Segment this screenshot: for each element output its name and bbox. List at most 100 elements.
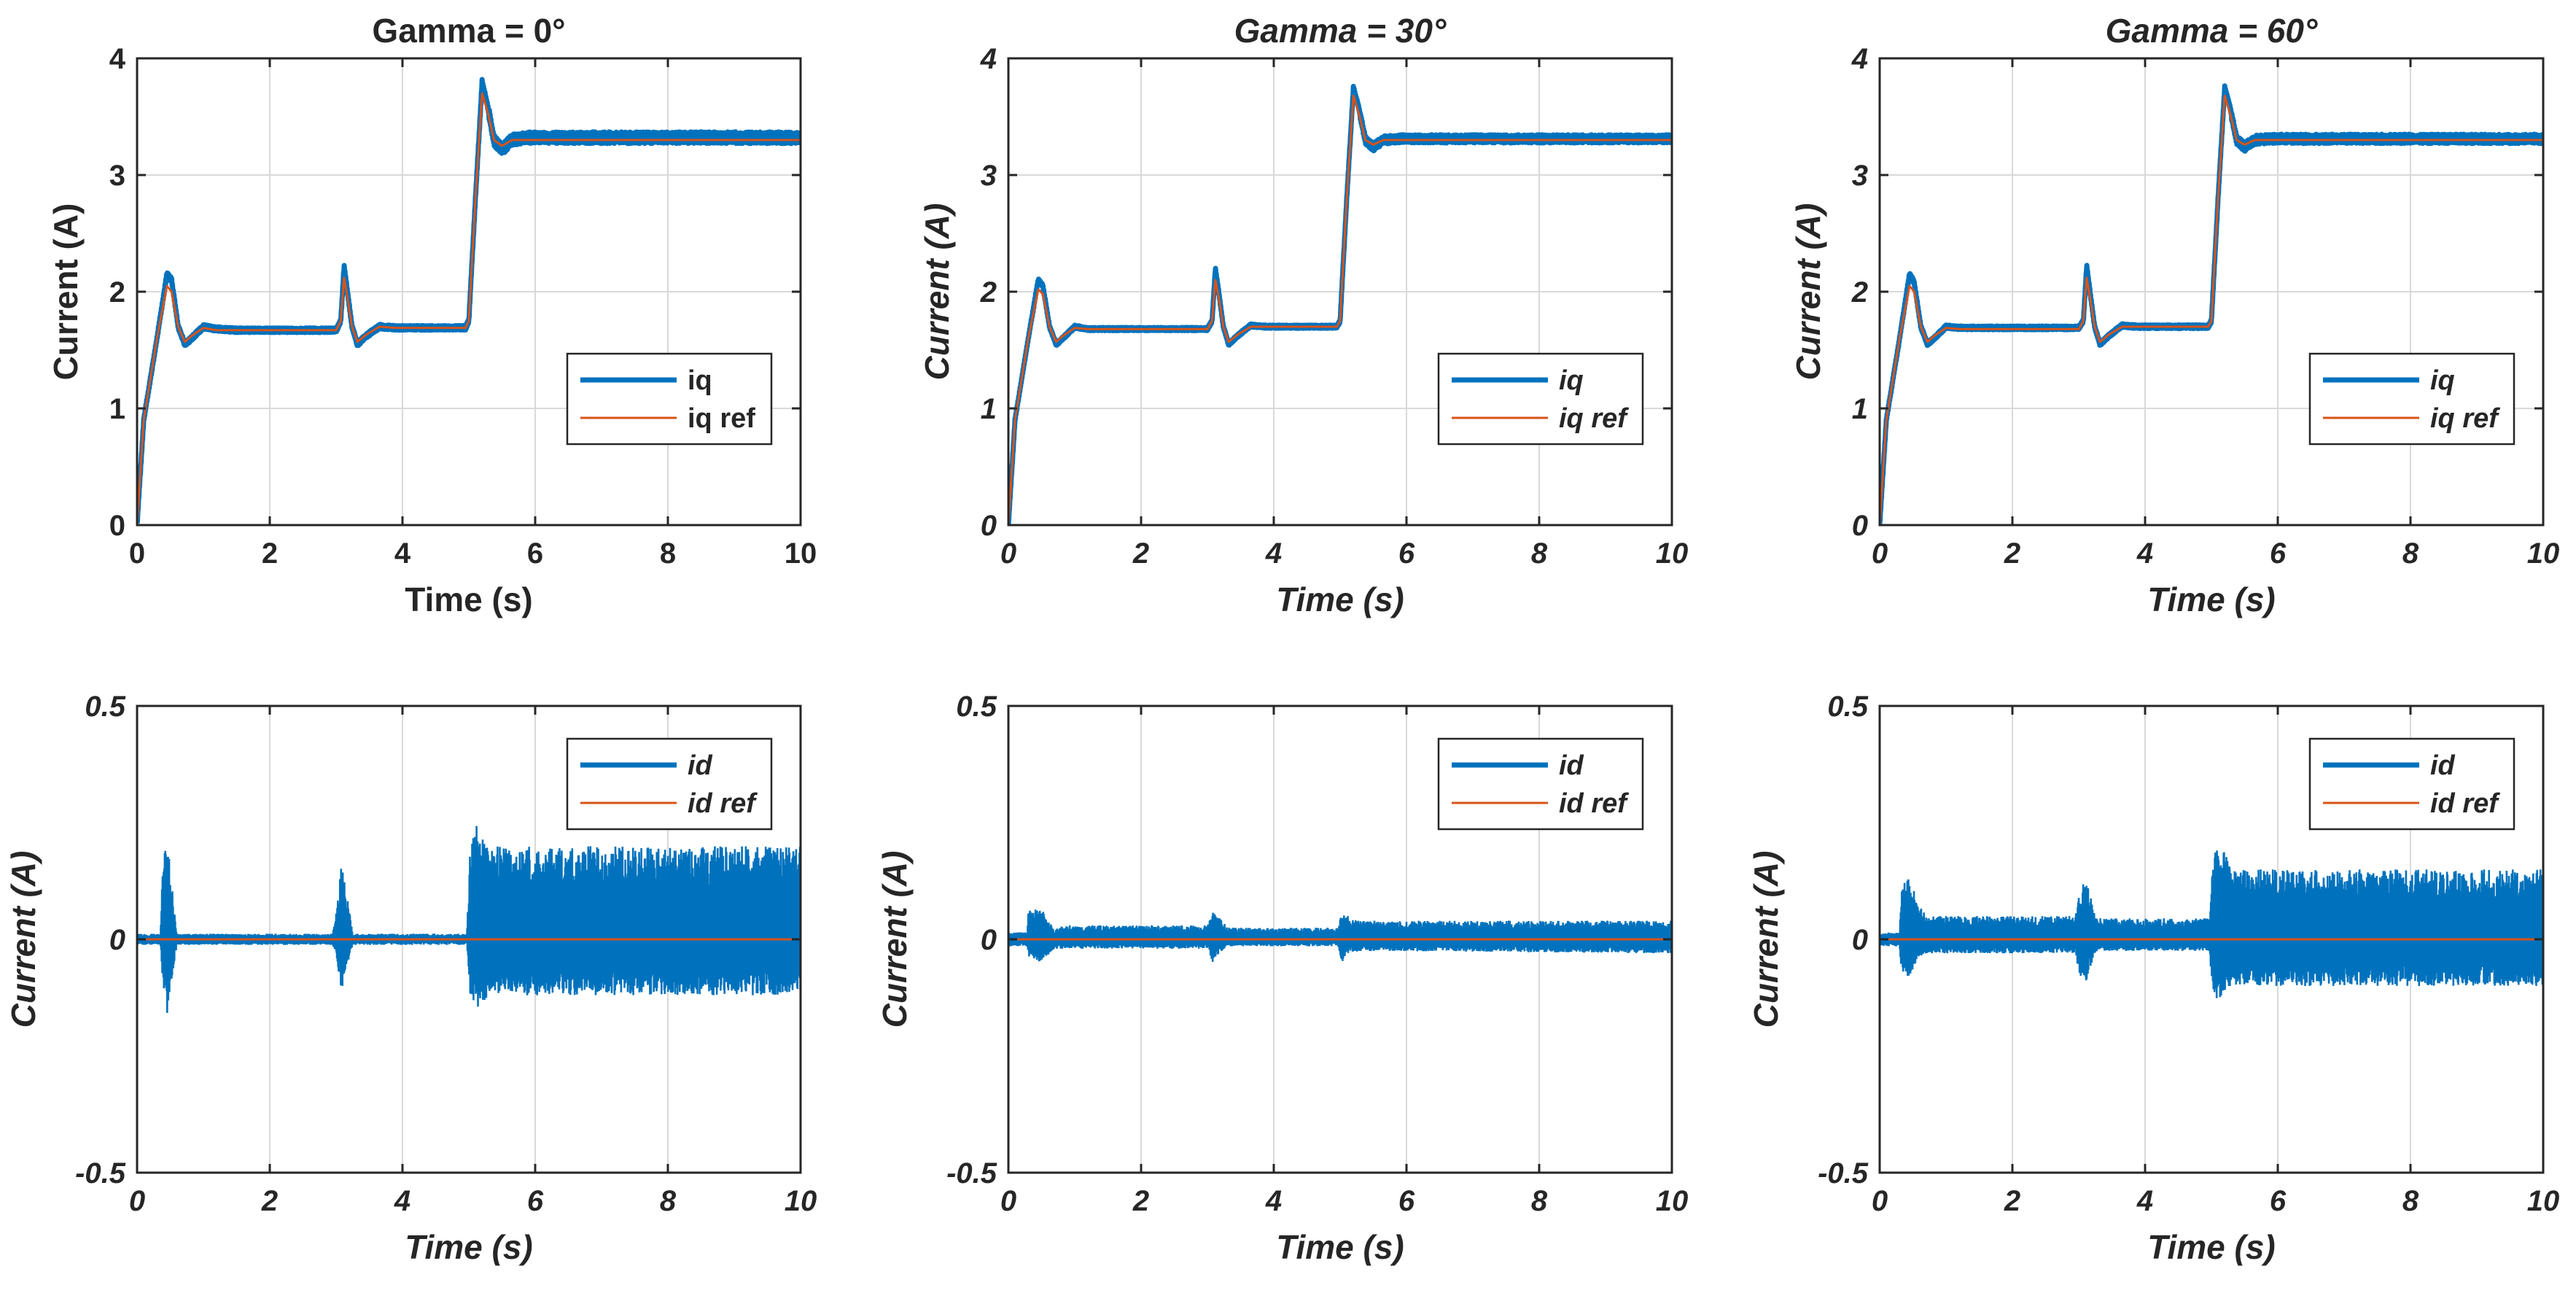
x-tick-label: 2 (1132, 1185, 1149, 1217)
y-tick-label: -0.5 (946, 1157, 997, 1189)
x-tick-label: 0 (1000, 537, 1016, 570)
data-layer (1880, 83, 2543, 525)
y-tick-label: 0.5 (956, 691, 997, 723)
legend-box (1437, 352, 1644, 446)
x-tick-label: 4 (2136, 1185, 2153, 1217)
y-axis-label: Current (A) (1789, 203, 1827, 381)
x-tick-label: 10 (1656, 537, 1689, 570)
legend-box (1437, 737, 1644, 831)
x-tick-label: 6 (527, 537, 543, 570)
y-tick-label: -0.5 (1818, 1157, 1869, 1189)
legend: iq iq ref (566, 352, 773, 446)
x-tick-label: 0 (129, 1185, 145, 1217)
x-tick-label: 2 (1132, 537, 1149, 570)
data-layer (1880, 850, 2543, 998)
x-tick-label: 2 (261, 1185, 278, 1217)
legend-label-iq: iq (1559, 365, 1584, 396)
x-tick-label: 8 (2402, 537, 2419, 570)
data-layer (137, 77, 801, 525)
y-tick-label: 0.5 (1827, 691, 1868, 723)
y-tick-label: 3 (1852, 160, 1868, 192)
x-tick-label: 0 (1872, 537, 1888, 570)
series-id-line (1008, 909, 1672, 962)
x-axis-label: Time (s) (2147, 581, 2276, 618)
x-tick-label: 6 (1398, 537, 1415, 570)
x-tick-label: 8 (660, 537, 676, 570)
x-tick-label: 4 (394, 537, 411, 570)
y-axis-label: Current (A) (918, 203, 956, 381)
x-tick-label: 10 (2527, 537, 2560, 570)
legend-label-iq-ref: iq ref (688, 403, 755, 434)
legend: iq iq ref (1437, 352, 1644, 446)
x-tick-label: 6 (1398, 1185, 1415, 1217)
y-tick-label: 2 (109, 276, 125, 308)
data-layer (1008, 909, 1672, 962)
x-axis-label: Time (s) (405, 1228, 533, 1266)
y-tick-label: 3 (109, 160, 125, 192)
y-tick-label: 0 (981, 510, 997, 542)
y-tick-label: 1 (981, 393, 997, 425)
data-layer (137, 826, 801, 1013)
subplot-title: Gamma = 30° (1234, 12, 1447, 50)
x-tick-label: 4 (1265, 537, 1282, 570)
x-tick-label: 8 (1531, 1185, 1548, 1217)
y-tick-label: 0 (109, 510, 125, 542)
x-tick-label: 0 (129, 537, 145, 570)
y-tick-label: 2 (980, 276, 997, 308)
y-tick-label: 1 (1852, 393, 1868, 425)
series-iq-ref-line (1008, 94, 1672, 525)
y-tick-label: 4 (1851, 43, 1868, 75)
series-id-line (137, 826, 801, 1013)
legend-label-id-ref: id ref (2430, 788, 2500, 819)
x-tick-label: 10 (1656, 1185, 1689, 1217)
legend: iq iq ref (2308, 352, 2515, 446)
y-axis-label: Current (A) (4, 851, 42, 1028)
subplot-title: Gamma = 0° (372, 12, 565, 50)
legend-label-id-ref: id ref (1559, 788, 1629, 819)
legend-box (566, 352, 773, 446)
legend-box (2308, 352, 2515, 446)
y-tick-label: 4 (980, 43, 997, 75)
x-axis-label: Time (s) (405, 581, 533, 618)
y-tick-label: 0 (1852, 510, 1868, 542)
series-iq-ref-line (1880, 94, 2543, 525)
legend-label-id: id (1559, 750, 1584, 781)
y-tick-label: -0.5 (75, 1157, 126, 1189)
x-tick-label: 6 (2270, 537, 2287, 570)
y-axis-label: Current (A) (876, 851, 914, 1028)
legend-label-iq: iq (2430, 365, 2455, 396)
x-tick-label: 2 (2004, 1185, 2020, 1217)
legend-label-id-ref: id ref (688, 788, 758, 819)
y-tick-label: 4 (109, 43, 126, 75)
subplot-2: 0 2 4 6 8 10 0 1 2 3 4 Time (s) Current (A) Gamma = 3… (918, 12, 1688, 618)
y-tick-label: 1 (109, 393, 125, 425)
x-tick-label: 4 (394, 1185, 410, 1217)
legend: id id ref (2308, 737, 2515, 831)
x-tick-label: 8 (1531, 537, 1548, 570)
x-tick-label: 0 (1000, 1185, 1016, 1217)
x-tick-label: 8 (660, 1185, 677, 1217)
legend: id id ref (1437, 737, 1644, 831)
x-tick-label: 0 (1872, 1185, 1888, 1217)
legend-label-iq-ref: iq ref (1559, 403, 1629, 434)
legend-box (566, 737, 773, 831)
legend: id id ref (566, 737, 773, 831)
y-tick-label: 0 (109, 924, 125, 956)
x-tick-label: 10 (2527, 1185, 2560, 1217)
x-tick-label: 2 (2004, 537, 2020, 570)
x-axis-label: Time (s) (1276, 581, 1404, 618)
y-tick-label: 0 (981, 924, 997, 956)
x-tick-label: 8 (2402, 1185, 2419, 1217)
y-tick-label: 0 (1852, 924, 1868, 956)
x-tick-label: 4 (2136, 537, 2153, 570)
legend-label-id: id (2430, 750, 2456, 781)
subplot-title: Gamma = 60° (2106, 12, 2318, 50)
series-id-line (1880, 850, 2543, 998)
x-tick-label: 2 (262, 537, 278, 570)
x-axis-label: Time (s) (2147, 1228, 2276, 1266)
y-tick-label: 2 (1851, 276, 1868, 308)
x-axis-label: Time (s) (1276, 1228, 1404, 1266)
